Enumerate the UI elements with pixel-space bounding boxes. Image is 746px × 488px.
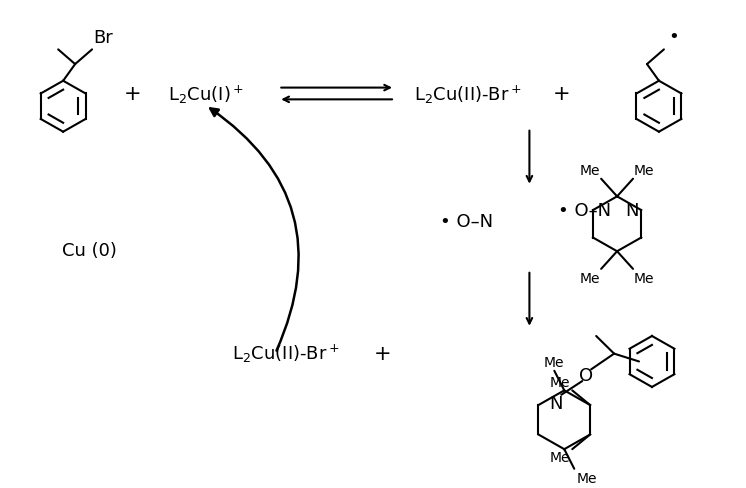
Text: L$_2$Cu(II)-Br$^+$: L$_2$Cu(II)-Br$^+$ [414,83,521,105]
Text: Me: Me [634,163,654,178]
Text: O: O [579,366,593,385]
Text: Me: Me [580,163,600,178]
Text: Me: Me [576,471,597,485]
Text: •: • [668,28,679,46]
Text: +: + [124,84,142,104]
Text: Br: Br [93,29,113,47]
Text: Me: Me [550,376,570,389]
Text: +: + [374,344,392,364]
Text: L$_2$Cu(II)-Br$^+$: L$_2$Cu(II)-Br$^+$ [231,342,339,365]
FancyArrowPatch shape [210,109,298,351]
Text: Cu (0): Cu (0) [62,242,116,260]
Text: Me: Me [550,450,570,464]
Text: Me: Me [580,271,600,285]
Text: Me: Me [544,355,565,369]
Text: L$_2$Cu(I)$^+$: L$_2$Cu(I)$^+$ [168,83,244,105]
Text: N: N [624,202,639,220]
Text: N: N [550,394,563,412]
Text: • O–N: • O–N [439,212,493,230]
Text: • O–N: • O–N [558,202,612,220]
Text: +: + [553,84,570,104]
Text: Me: Me [634,271,654,285]
